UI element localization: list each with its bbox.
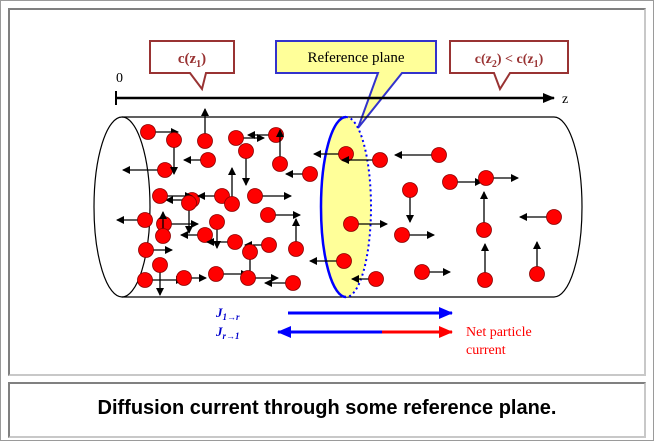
particle — [336, 253, 352, 269]
z-axis: 0 z — [115, 71, 568, 107]
particle — [152, 257, 168, 273]
cylinder-tube — [93, 116, 583, 298]
particle — [227, 234, 243, 250]
particle — [242, 244, 258, 260]
callout-middle-text: Reference plane — [307, 50, 404, 66]
flux-rl-symbol: J — [215, 324, 223, 339]
particle — [285, 275, 301, 291]
particle — [260, 207, 276, 223]
particle — [431, 147, 447, 163]
flux-rl-subscript: r→1 — [223, 331, 240, 341]
particle — [140, 124, 156, 140]
flux-lr-symbol: J — [215, 305, 223, 320]
callout-left-sub: 1 — [196, 59, 201, 70]
svg-text:J1→r: J1→r — [215, 305, 240, 322]
figure-panel: c(z1) Reference plane c(z2) < c(z1) 0 z — [8, 8, 646, 376]
particle — [343, 216, 359, 232]
particle — [478, 170, 494, 186]
particle — [529, 266, 545, 282]
particle — [477, 272, 493, 288]
particle — [402, 182, 418, 198]
diffusion-diagram: c(z1) Reference plane c(z2) < c(z1) 0 z — [93, 40, 583, 358]
particle — [476, 222, 492, 238]
svg-text:c(z2) < c(z1): c(z2) < c(z1) — [475, 52, 544, 70]
particle — [197, 227, 213, 243]
particle — [238, 143, 254, 159]
callout-right-a: c(z — [475, 52, 492, 67]
callout-left-text: c(z — [178, 51, 197, 67]
particle — [137, 272, 153, 288]
particle — [302, 166, 318, 182]
particle — [368, 271, 384, 287]
particle — [155, 228, 171, 244]
svg-text:c(z1): c(z1) — [178, 51, 206, 70]
axis-origin-label: 0 — [116, 71, 123, 86]
flux-left-to-right: J1→r — [215, 305, 453, 322]
callout-c-z2-less-c-z1: c(z2) < c(z1) — [449, 40, 569, 92]
callout-left-tail: ) — [201, 51, 206, 67]
net-label-line1: Net particle — [466, 325, 532, 340]
flux-lr-subscript: 1→r — [223, 312, 241, 322]
caption-panel: Diffusion current through some reference… — [8, 382, 646, 438]
particle — [228, 130, 244, 146]
callout-reference-plane: Reference plane — [275, 40, 437, 129]
particle — [181, 195, 197, 211]
callout-right-b-sub: 1 — [534, 59, 539, 70]
particle — [288, 241, 304, 257]
particle — [394, 227, 410, 243]
particle — [200, 152, 216, 168]
particle — [138, 242, 154, 258]
particle — [197, 133, 213, 149]
particle — [272, 156, 288, 172]
particle — [176, 270, 192, 286]
reference-plane — [319, 115, 372, 299]
particle — [247, 188, 263, 204]
particle — [224, 196, 240, 212]
particle — [208, 266, 224, 282]
particle — [152, 188, 168, 204]
particle — [372, 152, 388, 168]
particle — [166, 132, 182, 148]
particle — [261, 237, 277, 253]
particle — [546, 209, 562, 225]
caption: Diffusion current through some reference… — [97, 397, 557, 419]
net-label-line2: current — [466, 343, 506, 358]
particle — [209, 214, 225, 230]
callout-right-tail: ) — [539, 52, 544, 67]
flux-right-to-left: Jr→1 — [215, 324, 453, 341]
axis-z-label: z — [562, 92, 568, 107]
callout-c-z1: c(z1) — [149, 40, 235, 92]
particle — [414, 264, 430, 280]
particle — [442, 174, 458, 190]
particle — [157, 162, 173, 178]
particles-group — [116, 108, 562, 296]
callout-right-mid: ) < c(z — [497, 52, 534, 67]
particle — [240, 270, 256, 286]
net-current-label: Net particle current — [466, 325, 532, 358]
particle — [338, 146, 354, 162]
particle — [137, 212, 153, 228]
callout-right-a-sub: 2 — [492, 59, 497, 70]
particle — [268, 127, 284, 143]
svg-text:Jr→1: Jr→1 — [215, 324, 240, 341]
